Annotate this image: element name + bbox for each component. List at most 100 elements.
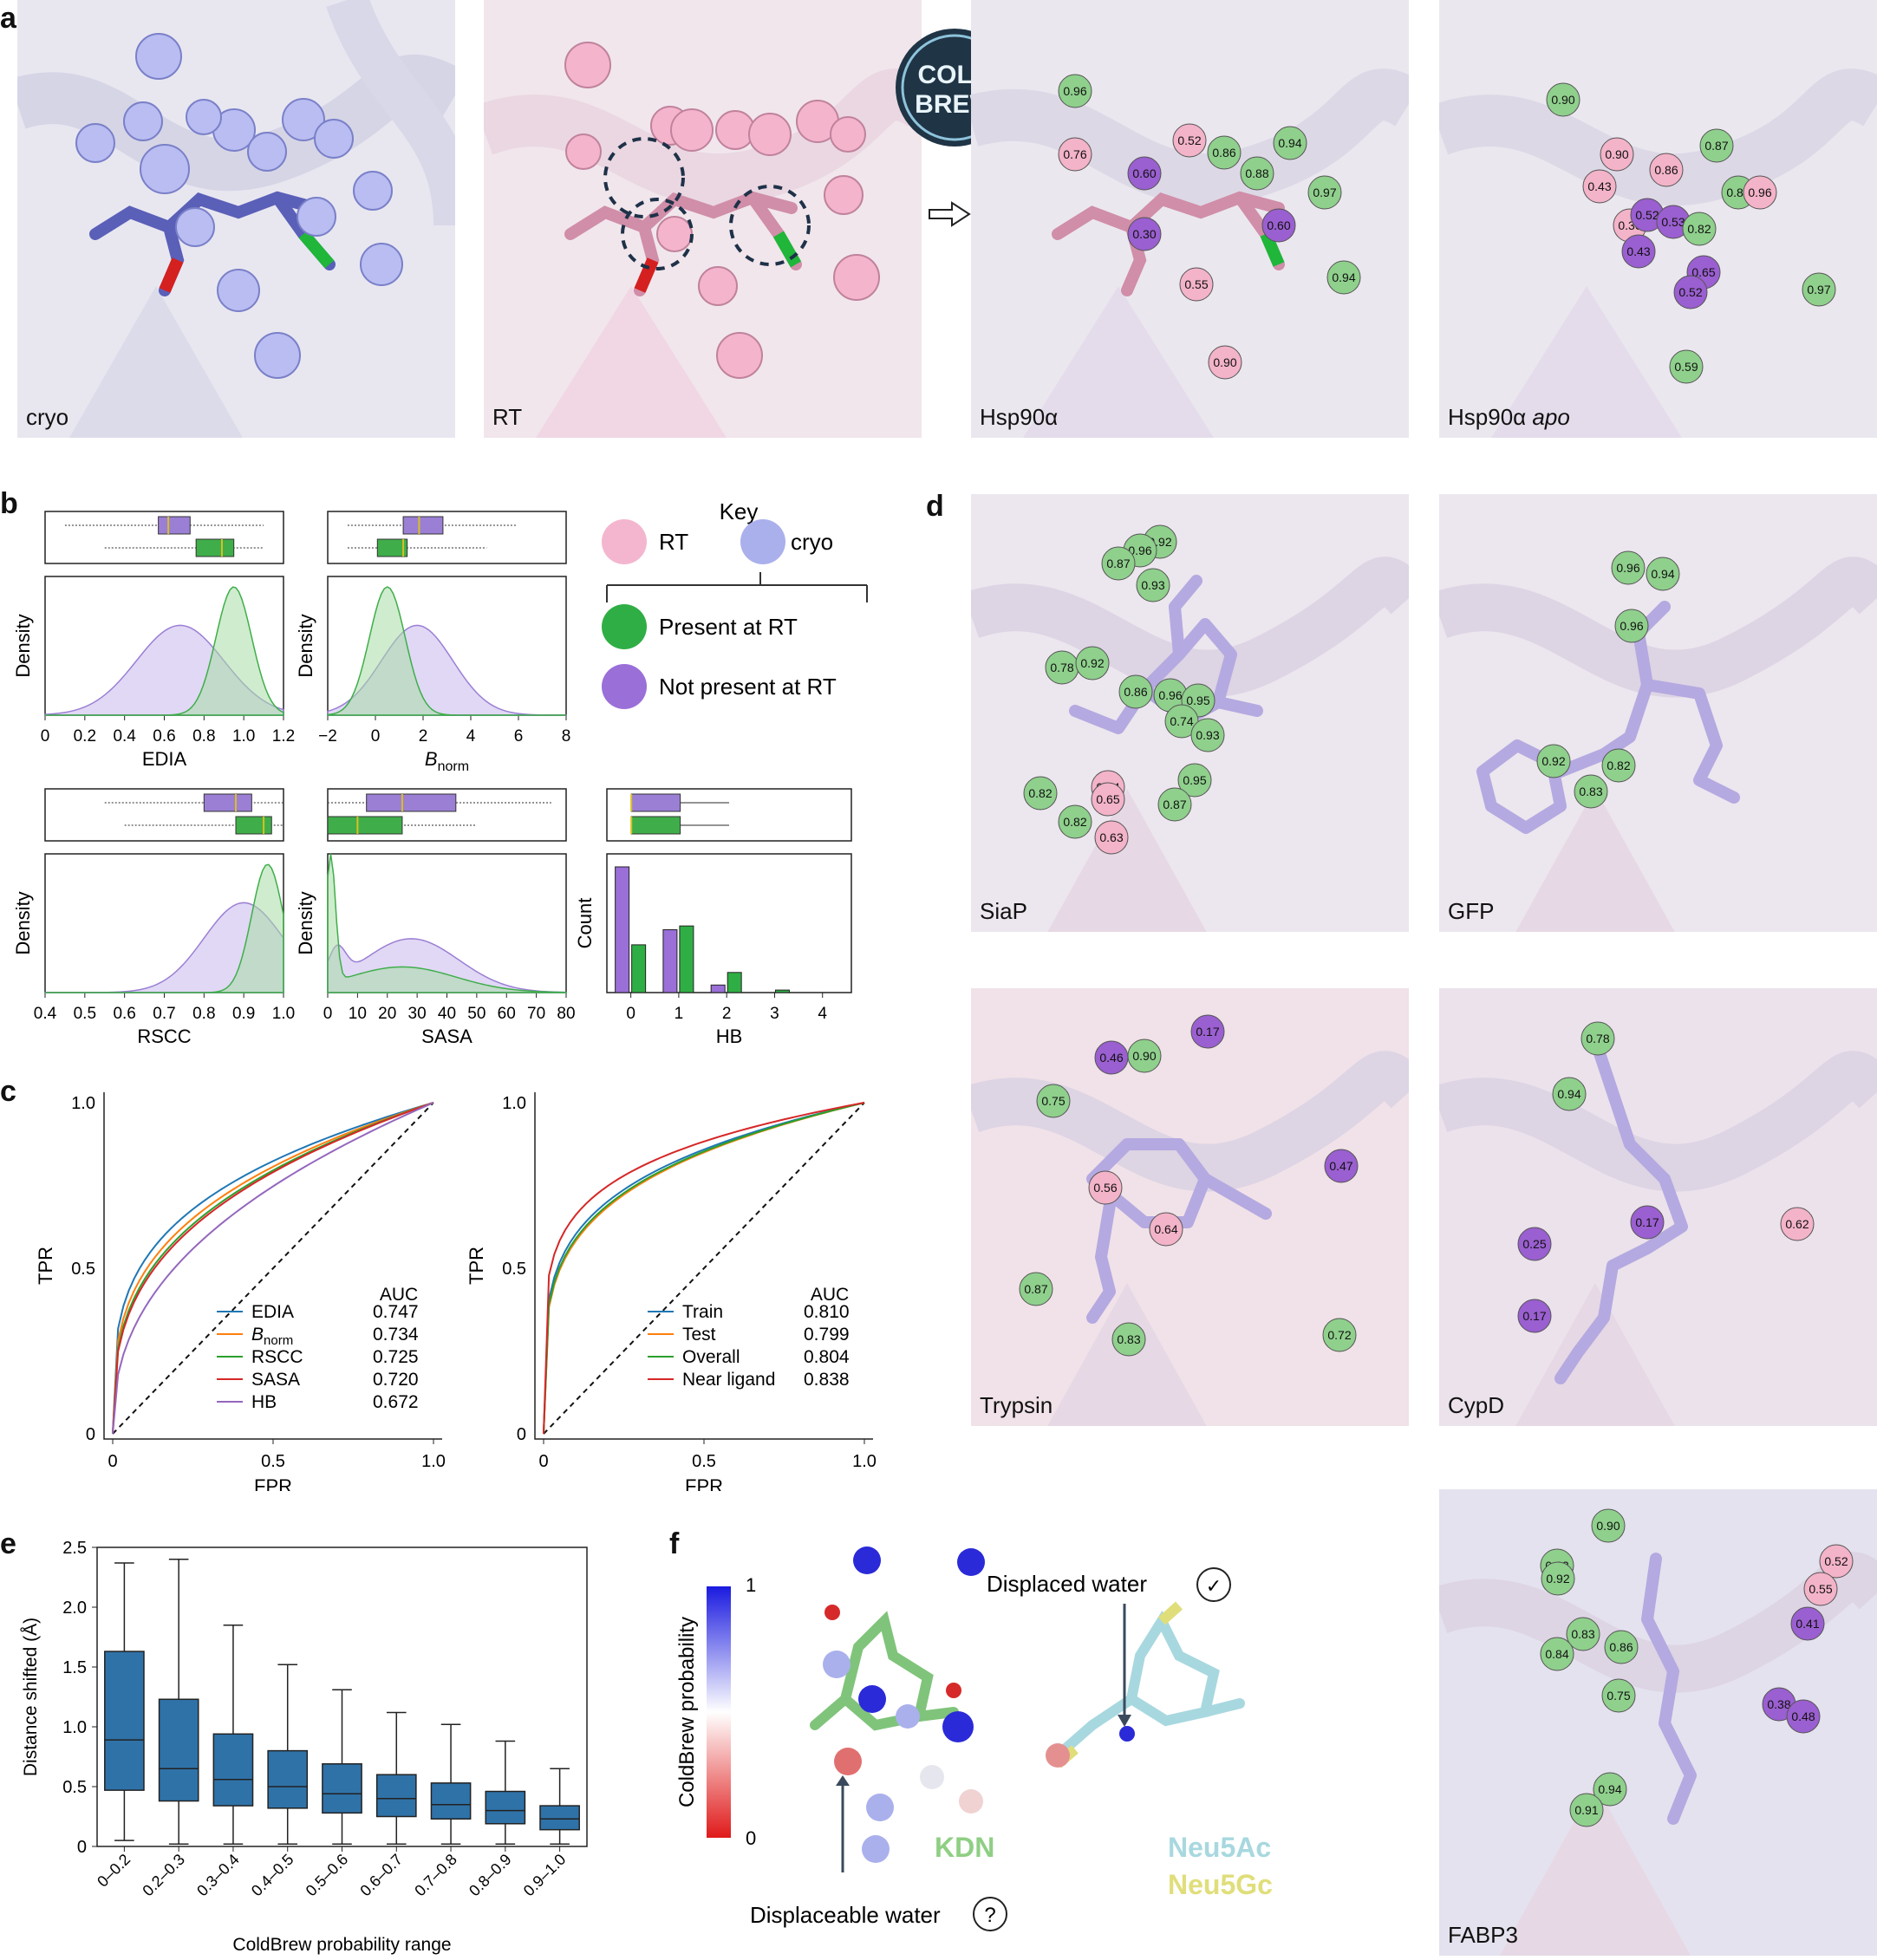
x-tick-label: 0.4–0.5	[248, 1851, 297, 1900]
d-trypsin-water-4: 0.47	[1324, 1149, 1359, 1183]
legend-auc: 0.720	[373, 1370, 419, 1390]
apo-water-value: 0.43	[1626, 244, 1650, 258]
box-body	[485, 1790, 526, 1825]
hb-bar-not-present	[662, 929, 678, 993]
hsp90-water-11: 0.94	[1326, 260, 1361, 295]
d-gfp-water-4: 0.83	[1574, 774, 1608, 809]
y-tick-label: 1.0	[502, 1094, 526, 1113]
key-present-label: Present at RT	[659, 614, 798, 640]
d-fabp3-water-value: 0.41	[1796, 1617, 1819, 1631]
x-tick-label: 1.0	[421, 1452, 446, 1471]
d-fabp3-water-6: 0.83	[1566, 1617, 1600, 1651]
d-fabp3-water-5: 0.41	[1790, 1606, 1825, 1641]
key-title: Key	[720, 503, 759, 524]
d-siap-water-value: 0.87	[1163, 798, 1186, 811]
box-body	[402, 516, 444, 535]
key-not-present-label: Not present at RT	[659, 674, 837, 700]
colorbar-label: ColdBrew probability	[675, 1617, 699, 1807]
box-8: 0.9–1.0	[520, 1768, 580, 1900]
d-fabp3-water-value: 0.38	[1767, 1697, 1790, 1711]
hsp90-water-value: 0.88	[1245, 166, 1268, 180]
trypsin-structure-image: 0.17 0.46 0.90 0.75 0.47 0.56 0.64 0.87 0.83 0.72…	[971, 988, 1409, 1426]
hb-bar-not-present	[710, 984, 726, 993]
d-siap-water-4: 0.78	[1045, 650, 1079, 685]
density-curve-present	[327, 586, 566, 716]
caption-siap: SiaP	[980, 898, 1027, 924]
d-trypsin-water-value: 0.87	[1024, 1282, 1047, 1296]
d-cypd-water-value: 0.17	[1522, 1309, 1546, 1323]
hsp90-water-7: 0.97	[1307, 175, 1342, 210]
hsp90-water-value: 0.60	[1132, 166, 1156, 180]
x-tick-label: 0.8–0.9	[466, 1851, 515, 1900]
fabp3-structure-render: 0.900.820.920.520.550.410.830.840.860.75…	[1439, 1489, 1877, 1956]
tick-label: 8	[562, 727, 571, 746]
hsp90-water-8: 0.30	[1127, 217, 1162, 251]
hsp90-water-1: 0.76	[1058, 137, 1092, 172]
box-body	[203, 793, 252, 812]
d-trypsin-water-value: 0.83	[1117, 1332, 1140, 1346]
d-siap-water-5: 0.92	[1075, 646, 1110, 680]
tick-label: 0.8	[192, 727, 215, 746]
hsp90-water-value: 0.30	[1132, 227, 1156, 241]
hb-bar-present	[774, 989, 790, 993]
box-body	[630, 793, 681, 812]
caption-hsp90-apo: Hsp90α apo	[1448, 404, 1570, 430]
rt-structure-render	[484, 0, 922, 438]
y-axis-label: Density	[12, 891, 34, 954]
box-frame	[44, 511, 284, 564]
tick-label: 0.6	[113, 1005, 135, 1023]
legend-name: Test	[682, 1325, 716, 1345]
hsp90-water-0: 0.96	[1058, 74, 1092, 108]
d-gfp-water-value: 0.92	[1541, 754, 1565, 768]
legend-auc: 0.838	[804, 1370, 850, 1390]
d-fabp3-water-value: 0.92	[1546, 1572, 1569, 1586]
box-body	[212, 1733, 254, 1807]
question-symbol: ?	[984, 1904, 995, 1927]
d-siap-water-6: 0.86	[1118, 674, 1153, 709]
cypd-structure-image: 0.78 0.94 0.17 0.25 0.62 0.17 CypD	[1439, 988, 1877, 1426]
tick-label: 0.9	[232, 1005, 255, 1023]
d-fabp3-water-2: 0.92	[1541, 1561, 1575, 1596]
tick-label: 1.2	[272, 727, 295, 746]
legend-auc: 0.672	[373, 1392, 419, 1412]
d-siap-water-2: 0.87	[1101, 546, 1136, 581]
tick-label: 6	[514, 727, 524, 746]
colorbar-max: 1	[746, 1574, 756, 1596]
caption-cryo: cryo	[26, 404, 69, 430]
d-cypd-water-0: 0.78	[1580, 1021, 1615, 1056]
water-spheres	[823, 1547, 985, 1863]
box-frame	[606, 788, 852, 842]
y-tick-label: 0.5	[71, 1260, 95, 1279]
apo-water-value: 0.97	[1807, 283, 1830, 296]
hsp90-water-value: 0.94	[1278, 136, 1301, 150]
hsp90-water-4: 0.86	[1207, 135, 1242, 170]
x-axis-label: SASA	[421, 1026, 473, 1047]
apo-water-8: 0.52	[1630, 198, 1665, 232]
d-fabp3-water-value: 0.84	[1545, 1647, 1568, 1661]
d-trypsin-ligand	[1086, 1138, 1272, 1324]
tick-label: −2	[318, 727, 337, 746]
apo-water-value: 0.90	[1605, 147, 1628, 161]
key-rt-swatch	[602, 519, 647, 564]
tick-label: 1	[675, 1005, 684, 1023]
d-gfp-water-0: 0.96	[1611, 550, 1646, 585]
y-tick-label: 2.0	[62, 1599, 87, 1618]
panel-label-b: b	[0, 487, 18, 520]
d-fabp3-water-value: 0.75	[1607, 1689, 1630, 1703]
hsp90-water-6: 0.94	[1273, 126, 1307, 160]
d-cypd-water-3: 0.25	[1517, 1227, 1552, 1261]
tick-label: 0	[41, 727, 50, 746]
tick-label: 70	[527, 1005, 545, 1023]
y-axis-label: Density	[295, 891, 316, 954]
box-5: 0.6–0.7	[356, 1711, 417, 1899]
panel-e: 0 0.5 1.0 1.5 2.0 2.5 Distance shifted (Å) Cold…	[0, 1526, 624, 1956]
d-trypsin-water-8: 0.83	[1111, 1322, 1146, 1357]
box-0: 0–0.2	[94, 1562, 145, 1891]
d-cypd-water-value: 0.62	[1785, 1217, 1809, 1231]
legend-name: EDIA	[251, 1302, 294, 1322]
box-body	[630, 816, 681, 835]
x-tick-label: 0.9–1.0	[520, 1851, 570, 1900]
d-cypd-water-1: 0.94	[1552, 1077, 1587, 1111]
d-trypsin-water-value: 0.72	[1327, 1328, 1351, 1342]
y-tick-label: 1.0	[62, 1718, 87, 1737]
